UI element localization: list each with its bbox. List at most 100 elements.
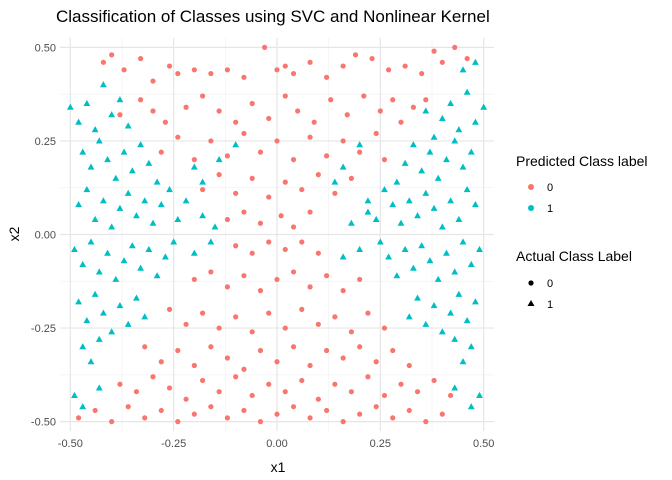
data-point-circle xyxy=(373,404,379,410)
data-point-circle xyxy=(224,153,230,159)
x-tick-label: -0.25 xyxy=(161,438,186,450)
legend-predicted-title: Predicted Class label xyxy=(516,153,648,169)
data-point-triangle xyxy=(409,264,417,271)
data-point-circle xyxy=(249,175,255,181)
data-point-circle xyxy=(290,404,297,410)
data-point-circle xyxy=(381,392,388,399)
data-point-triangle xyxy=(430,302,438,309)
data-point-circle xyxy=(381,325,388,331)
data-point-triangle xyxy=(199,178,207,185)
data-point-triangle xyxy=(161,253,169,260)
data-point-triangle xyxy=(104,249,111,256)
data-point-circle xyxy=(249,250,255,256)
data-point-circle xyxy=(439,411,445,417)
data-point-circle xyxy=(216,108,222,114)
data-point-circle xyxy=(142,415,148,421)
y-tick-label: 0.25 xyxy=(35,136,56,148)
data-point-circle xyxy=(307,362,313,369)
data-point-circle xyxy=(315,396,321,402)
data-point-triangle xyxy=(174,215,182,223)
data-point-circle xyxy=(307,415,313,421)
data-point-circle xyxy=(241,74,247,80)
data-point-triangle xyxy=(71,391,78,398)
data-point-circle xyxy=(166,63,173,69)
y-tick-labels: -0.50 -0.25 0.00 0.25 0.50 xyxy=(31,42,56,428)
data-point-circle xyxy=(150,374,156,380)
data-point-circle xyxy=(282,325,288,331)
data-point-triangle xyxy=(459,163,467,170)
data-point-circle xyxy=(340,419,346,425)
data-point-triangle xyxy=(79,260,87,267)
data-point-circle xyxy=(109,419,115,425)
data-point-triangle xyxy=(75,200,83,208)
data-point-circle xyxy=(257,419,264,425)
y-tick-label: 0.50 xyxy=(35,42,56,54)
data-point-triangle xyxy=(104,156,111,163)
data-point-circle xyxy=(439,59,445,65)
data-point-circle xyxy=(324,407,330,414)
data-point-circle xyxy=(274,138,280,144)
data-point-circle xyxy=(290,344,297,350)
data-point-triangle xyxy=(141,197,149,204)
data-point-circle xyxy=(311,119,317,125)
data-point-circle xyxy=(150,108,156,114)
data-point-circle xyxy=(200,310,206,316)
data-point-circle xyxy=(158,359,164,365)
data-point-circle xyxy=(307,134,313,140)
data-point-triangle xyxy=(476,245,483,252)
data-point-circle xyxy=(282,389,288,395)
data-point-circle xyxy=(307,284,313,290)
data-point-circle xyxy=(307,209,313,215)
data-point-triangle xyxy=(393,178,401,185)
x-tick-label: 0.50 xyxy=(473,438,494,450)
data-point-circle xyxy=(92,407,98,414)
data-point-circle xyxy=(390,415,396,421)
data-point-circle xyxy=(158,149,164,155)
data-point-triangle xyxy=(381,185,388,193)
data-point-triangle xyxy=(133,294,140,301)
data-point-triangle xyxy=(207,238,215,245)
data-point-triangle xyxy=(91,290,99,297)
data-point-circle xyxy=(299,239,305,245)
data-point-circle xyxy=(332,190,338,196)
x-tick-labels: -0.50 -0.25 0.00 0.25 0.50 xyxy=(58,438,495,450)
data-point-triangle xyxy=(170,238,178,245)
data-point-circle xyxy=(191,362,197,369)
data-point-triangle xyxy=(438,223,446,230)
data-point-triangle xyxy=(418,167,426,174)
data-point-circle xyxy=(328,97,334,103)
data-point-triangle xyxy=(405,313,413,320)
data-point-circle xyxy=(352,52,359,58)
data-point-circle xyxy=(402,63,408,69)
data-point-circle xyxy=(216,172,222,178)
data-point-circle xyxy=(315,172,321,178)
data-point-circle xyxy=(357,344,363,350)
data-point-circle xyxy=(340,138,346,144)
data-point-triangle xyxy=(463,316,471,324)
data-point-circle xyxy=(274,359,280,365)
data-point-triangle xyxy=(91,126,99,133)
data-point-circle xyxy=(224,67,230,73)
legend-actual-title: Actual Class Label xyxy=(516,248,632,264)
data-point-circle xyxy=(274,276,280,283)
data-point-triangle xyxy=(409,141,417,148)
data-point-triangle xyxy=(116,204,124,211)
data-point-circle xyxy=(241,273,247,279)
data-point-triangle xyxy=(120,257,128,264)
data-point-circle xyxy=(423,97,429,103)
data-point-circle xyxy=(162,119,168,125)
data-point-circle xyxy=(249,392,255,399)
data-point-circle xyxy=(315,321,321,327)
data-point-circle xyxy=(257,288,264,294)
data-point-circle xyxy=(241,130,247,137)
data-point-triangle xyxy=(112,174,120,181)
data-point-circle xyxy=(100,59,106,65)
data-point-triangle xyxy=(467,343,475,350)
data-point-circle xyxy=(121,67,127,73)
data-point-circle xyxy=(357,149,363,155)
data-point-circle xyxy=(257,149,264,155)
data-point-circle xyxy=(249,100,255,107)
data-point-triangle xyxy=(79,343,87,350)
data-point-circle xyxy=(340,288,346,294)
data-point-triangle xyxy=(471,118,479,125)
